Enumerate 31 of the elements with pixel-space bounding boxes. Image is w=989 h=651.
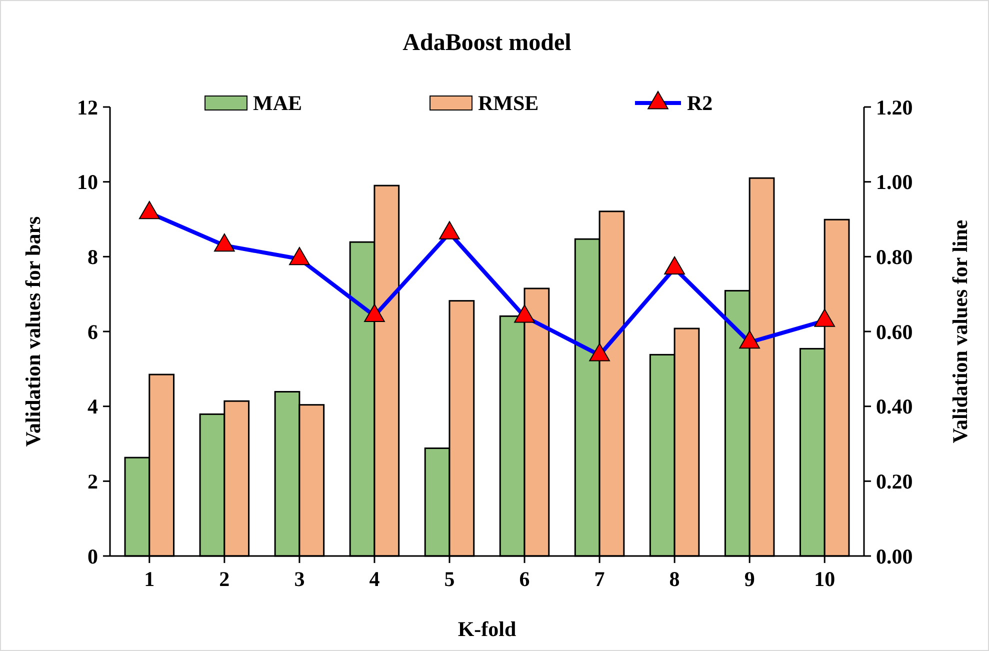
y2-tick-label: 0.40 [876,394,913,419]
chart-title: AdaBoost model [402,30,572,56]
legend-label: MAE [253,91,302,115]
x-tick-label: 2 [219,567,230,591]
x-tick-label: 10 [814,567,836,591]
x-axis-title: K-fold [458,617,516,641]
x-tick-label: 6 [519,567,530,591]
y-tick-label: 8 [88,245,98,270]
x-tick-label: 3 [294,567,305,591]
y2-tick-label: 0.20 [876,470,913,494]
x-tick-label: 1 [144,567,155,591]
y-tick-label: 0 [88,544,98,568]
x-tick-label: 4 [369,567,380,591]
x-tick-label: 5 [444,567,455,591]
y2-tick-label: 1.20 [876,95,913,120]
y2-tick-label: 0.80 [876,245,913,270]
y-tick-label: 4 [88,394,98,419]
y2-axis-title: Validation values for line [948,220,972,444]
y2-tick-label: 1.00 [876,170,913,194]
y-tick-label: 12 [77,95,98,120]
y-tick-label: 10 [77,170,98,194]
y-tick-label: 6 [88,320,98,344]
y2-tick-label: 0.60 [876,320,913,344]
legend-label: R2 [687,91,713,115]
legend-label: RMSE [478,91,539,115]
y-axis-title: Validation values for bars [21,216,45,447]
y-tick-label: 2 [88,470,98,494]
x-tick-label: 9 [744,567,755,591]
x-tick-label: 8 [669,567,680,591]
y2-tick-label: 0.00 [876,544,913,568]
x-tick-label: 7 [594,567,605,591]
